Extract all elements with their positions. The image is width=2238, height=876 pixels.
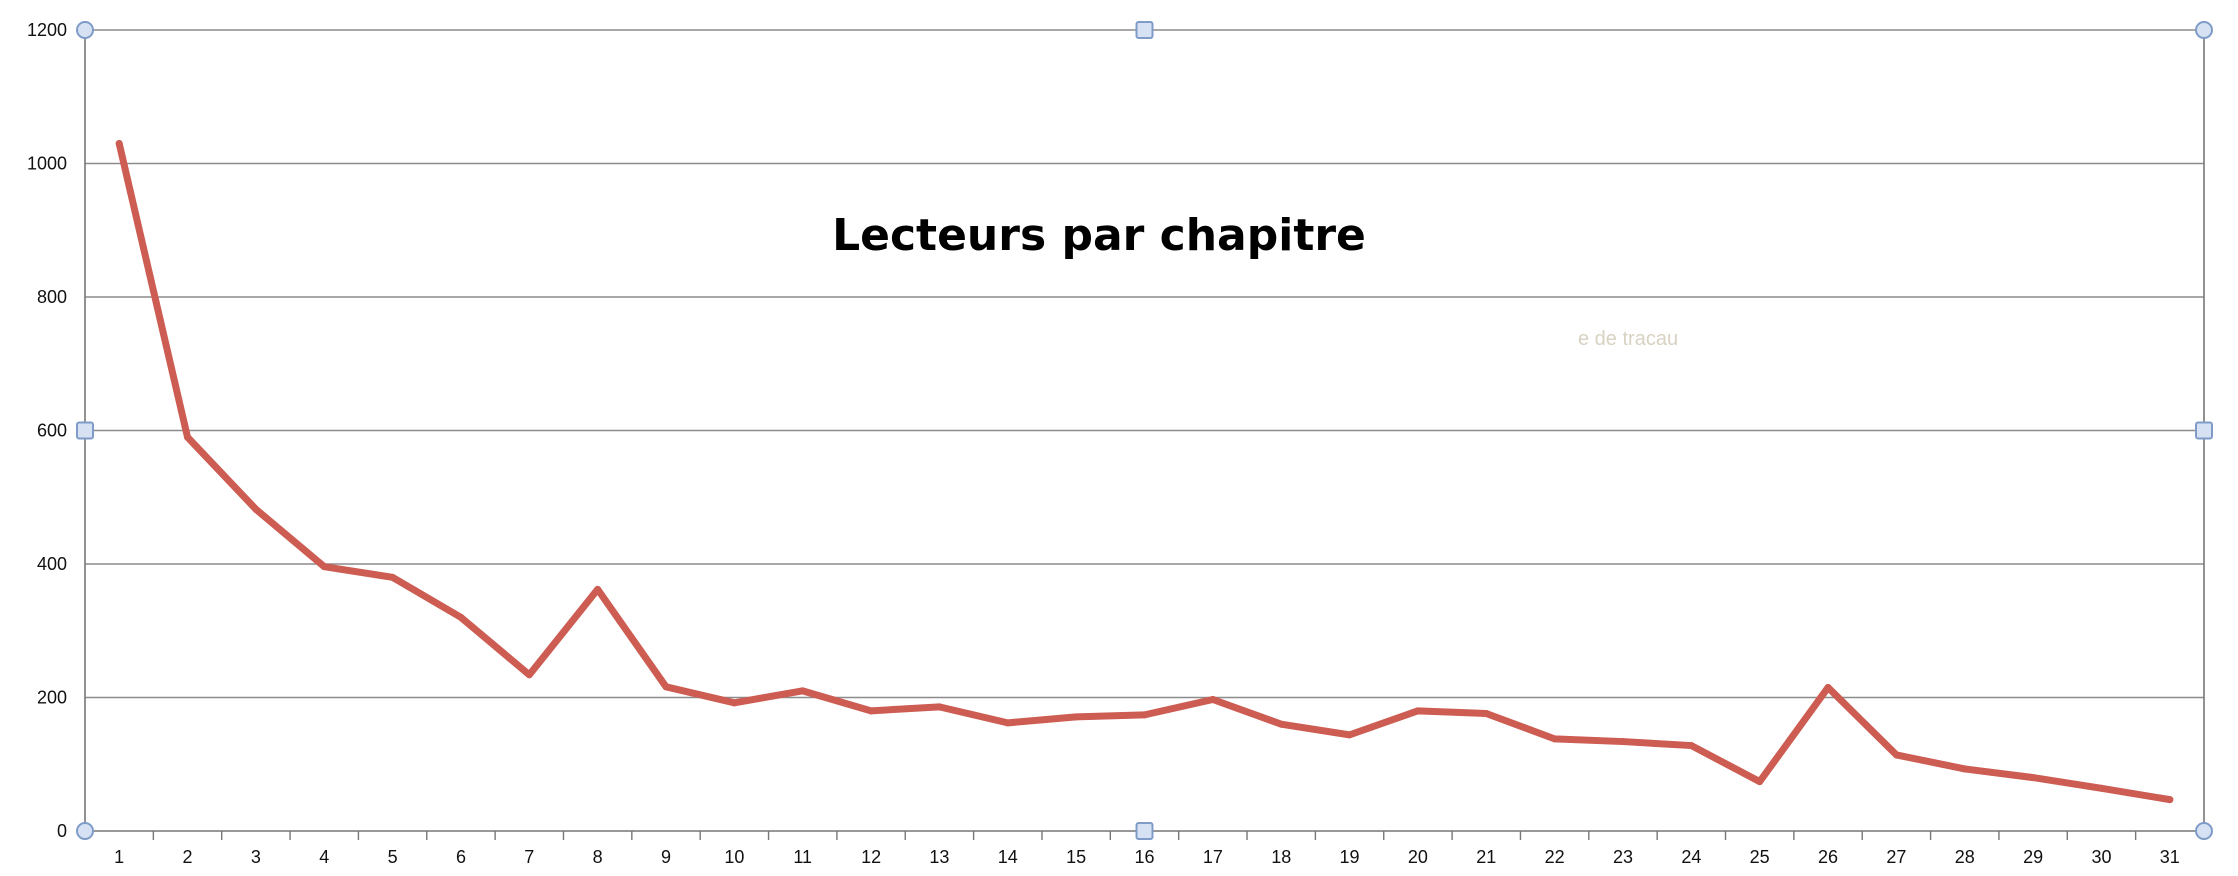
x-tick-label: 16 bbox=[1134, 847, 1154, 867]
data-point bbox=[389, 573, 397, 581]
data-point bbox=[1961, 765, 1969, 773]
side-resize-handle[interactable] bbox=[1135, 822, 1154, 840]
y-tick-label: 200 bbox=[37, 688, 67, 708]
x-tick-label: 9 bbox=[661, 847, 671, 867]
data-point bbox=[1892, 751, 1900, 759]
data-point bbox=[1141, 711, 1148, 719]
x-tick-label: 2 bbox=[183, 847, 193, 867]
series-layer bbox=[115, 139, 2174, 804]
data-point bbox=[1551, 735, 1559, 743]
x-tick-label: 23 bbox=[1613, 847, 1633, 867]
x-tick-label: 28 bbox=[1955, 847, 1975, 867]
corner-resize-handle[interactable] bbox=[2195, 21, 2213, 39]
y-tick-label: 1000 bbox=[27, 154, 67, 174]
x-tick-label: 7 bbox=[524, 847, 534, 867]
side-resize-handle[interactable] bbox=[2195, 421, 2213, 440]
data-point bbox=[1482, 710, 1490, 718]
x-tick-label: 30 bbox=[2091, 847, 2111, 867]
side-resize-handle[interactable] bbox=[1135, 21, 1154, 39]
data-point bbox=[320, 563, 328, 571]
selection-handles[interactable] bbox=[76, 21, 2213, 840]
data-point bbox=[457, 613, 465, 621]
x-tick-label: 8 bbox=[593, 847, 603, 867]
x-tick-label: 21 bbox=[1476, 847, 1496, 867]
data-point bbox=[1687, 742, 1695, 750]
x-tick-label: 15 bbox=[1066, 847, 1086, 867]
x-tick-label: 24 bbox=[1681, 847, 1701, 867]
data-point bbox=[2166, 796, 2174, 804]
data-point bbox=[1756, 778, 1764, 786]
side-resize-handle[interactable] bbox=[76, 421, 94, 440]
x-tick-label: 17 bbox=[1203, 847, 1223, 867]
data-point bbox=[730, 699, 738, 707]
data-point bbox=[1004, 719, 1012, 727]
x-tick-label: 31 bbox=[2160, 847, 2180, 867]
x-tick-label: 27 bbox=[1886, 847, 1906, 867]
faint-overlay-label: e de tracau bbox=[1578, 328, 1678, 350]
x-tick-label: 29 bbox=[2023, 847, 2043, 867]
x-tick-label: 11 bbox=[793, 847, 812, 867]
y-tick-labels: 0 200 400 600 800 1000 1200 bbox=[27, 20, 67, 841]
corner-resize-handle[interactable] bbox=[76, 21, 94, 39]
data-point bbox=[1619, 738, 1627, 746]
x-tick-label: 10 bbox=[724, 847, 744, 867]
data-point bbox=[799, 687, 807, 695]
data-point bbox=[2029, 774, 2037, 782]
data-point bbox=[662, 683, 670, 691]
data-point bbox=[935, 703, 943, 711]
x-tick-label: 18 bbox=[1271, 847, 1291, 867]
y-tick-label: 0 bbox=[57, 821, 67, 841]
data-point bbox=[1346, 731, 1354, 739]
chart-title: Lecteurs par chapitre bbox=[832, 210, 1366, 261]
x-tick-labels: 1 2 3 4 5 6 7 8 9 10 11 12 13 14 15 16 17 18 19 20 21 22 23 24 2… bbox=[114, 847, 2180, 867]
y-tick-label: 1200 bbox=[27, 20, 67, 40]
faint-overlay-background bbox=[1525, 318, 1700, 358]
data-point bbox=[2097, 784, 2105, 792]
x-tick-label: 22 bbox=[1545, 847, 1565, 867]
y-tick-label: 400 bbox=[37, 554, 67, 574]
y-tick-label: 800 bbox=[37, 287, 67, 307]
x-tick-label: 6 bbox=[456, 847, 466, 867]
data-point bbox=[1277, 720, 1285, 728]
x-tick-label: 13 bbox=[929, 847, 949, 867]
data-point bbox=[184, 433, 192, 441]
x-tick-label: 20 bbox=[1408, 847, 1428, 867]
y-tick-label: 600 bbox=[37, 421, 67, 441]
data-point bbox=[525, 671, 533, 679]
x-tick-label: 19 bbox=[1340, 847, 1360, 867]
x-tick-label: 26 bbox=[1818, 847, 1838, 867]
corner-resize-handle[interactable] bbox=[76, 822, 94, 840]
data-point bbox=[867, 707, 875, 715]
data-point bbox=[1209, 696, 1217, 704]
data-point bbox=[252, 505, 260, 513]
x-tick-label: 1 bbox=[114, 847, 124, 867]
corner-resize-handle[interactable] bbox=[2195, 822, 2213, 840]
x-tick-label: 12 bbox=[861, 847, 881, 867]
x-tick-label: 14 bbox=[998, 847, 1018, 867]
data-point bbox=[1414, 707, 1422, 715]
data-point bbox=[1824, 683, 1832, 691]
x-tick-label: 4 bbox=[319, 847, 329, 867]
x-tick-label: 3 bbox=[251, 847, 261, 867]
data-point bbox=[115, 139, 123, 147]
data-point bbox=[1072, 713, 1080, 721]
x-tick-label: 25 bbox=[1750, 847, 1770, 867]
data-point bbox=[594, 585, 602, 593]
faint-overlay: e de tracau bbox=[1525, 318, 1700, 358]
x-tick-label: 5 bbox=[388, 847, 398, 867]
